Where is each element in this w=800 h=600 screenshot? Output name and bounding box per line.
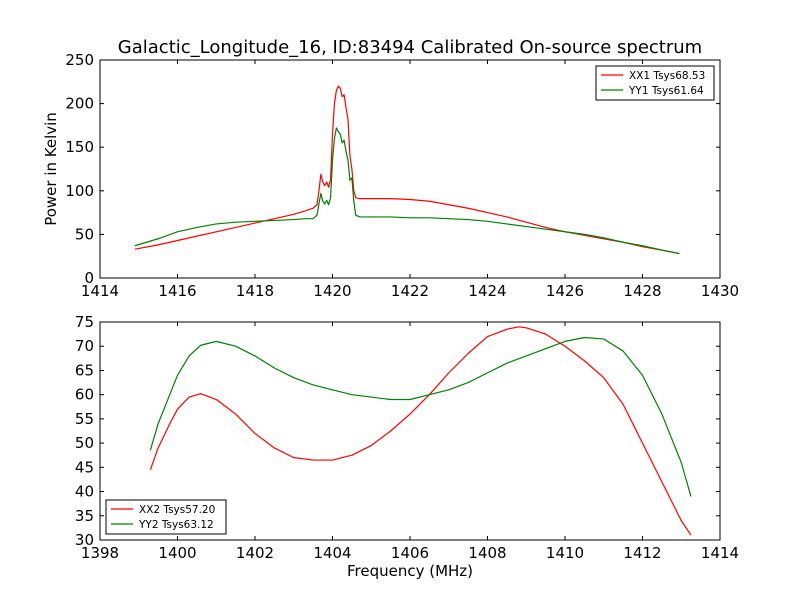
x-tick-label: 1426 bbox=[546, 282, 584, 300]
y-tick-label: 50 bbox=[75, 434, 94, 452]
top-spectrum-chart: Galactic_Longitude_16, ID:83494 Calibrat… bbox=[42, 37, 739, 300]
y-tick-label: 35 bbox=[75, 507, 94, 525]
series-line-1 bbox=[149, 326, 692, 536]
y-tick-label: 150 bbox=[65, 138, 94, 156]
series-line-2 bbox=[149, 336, 692, 497]
x-tick-label: 1412 bbox=[623, 544, 661, 562]
y-tick-label: 100 bbox=[65, 182, 94, 200]
x-tick-label: 1428 bbox=[623, 282, 661, 300]
x-tick-label: 1404 bbox=[313, 544, 351, 562]
y-axis-label: Power in Kelvin bbox=[42, 112, 60, 226]
y-tick-label: 40 bbox=[75, 483, 94, 501]
x-tick-label: 1414 bbox=[81, 282, 119, 300]
x-tick-label: 1410 bbox=[546, 544, 584, 562]
x-tick-label: 1422 bbox=[391, 282, 429, 300]
y-tick-label: 70 bbox=[75, 337, 94, 355]
legend-label-1: XX1 Tsys68.53 bbox=[629, 70, 705, 82]
x-tick-label: 1408 bbox=[468, 544, 506, 562]
y-tick-label: 45 bbox=[75, 458, 94, 476]
y-tick-label: 55 bbox=[75, 410, 94, 428]
x-tick-label: 1416 bbox=[158, 282, 196, 300]
legend: XX2 Tsys57.20 YY2 Tsys63.12 bbox=[105, 499, 227, 535]
x-tick-label: 1420 bbox=[313, 282, 351, 300]
y-tick-label: 65 bbox=[75, 361, 94, 379]
x-tick-label: 1418 bbox=[236, 282, 274, 300]
x-tick-label: 1406 bbox=[391, 544, 429, 562]
chart-title: Galactic_Longitude_16, ID:83494 Calibrat… bbox=[118, 37, 702, 58]
bottom-spectrum-chart: Frequency (MHz) 1398 1400 1402 1404 1406 1408… bbox=[75, 313, 739, 580]
y-tick-label: 200 bbox=[65, 95, 94, 113]
legend: XX1 Tsys68.53 YY1 Tsys61.64 bbox=[595, 65, 715, 101]
y-tick-label: 60 bbox=[75, 386, 94, 404]
plot-area: 1414 1416 1418 1420 1422 1424 1426 1428 1430 0 50 1… bbox=[65, 51, 739, 300]
plot-area: 1398 1400 1402 1404 1406 1408 1410 1412 1414 30 35… bbox=[75, 313, 739, 562]
y-tick-label: 75 bbox=[75, 313, 94, 331]
x-tick-label: 1400 bbox=[158, 544, 196, 562]
x-axis-label: Frequency (MHz) bbox=[347, 562, 473, 580]
legend-box bbox=[595, 65, 715, 101]
y-tick-label: 50 bbox=[75, 225, 94, 243]
legend-label-2: YY2 Tsys63.12 bbox=[138, 519, 214, 531]
x-tick-label: 1430 bbox=[701, 282, 739, 300]
y-tick-label: 0 bbox=[84, 269, 94, 287]
x-tick-label: 1402 bbox=[236, 544, 274, 562]
series-line-2 bbox=[134, 127, 680, 255]
y-tick-label: 250 bbox=[65, 51, 94, 69]
x-tick-label: 1414 bbox=[701, 544, 739, 562]
legend-label-2: YY1 Tsys61.64 bbox=[628, 85, 704, 97]
legend-label-1: XX2 Tsys57.20 bbox=[139, 504, 215, 516]
x-tick-label: 1424 bbox=[468, 282, 506, 300]
y-tick-label: 30 bbox=[75, 531, 94, 549]
x-tick-label: 1398 bbox=[81, 544, 119, 562]
legend-box bbox=[105, 499, 227, 535]
series-line-1 bbox=[134, 85, 680, 255]
